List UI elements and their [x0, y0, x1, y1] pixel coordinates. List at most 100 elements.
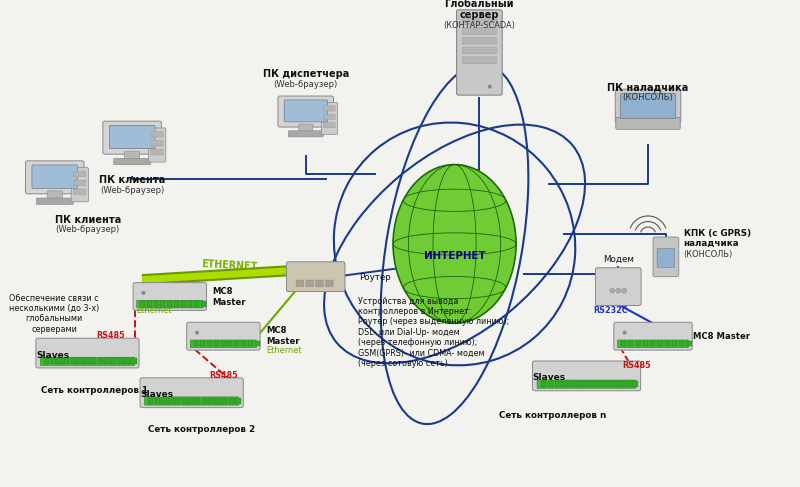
Bar	[590, 381, 596, 387]
FancyBboxPatch shape	[296, 280, 304, 287]
Text: Slaves: Slaves	[140, 390, 173, 399]
Bar	[248, 341, 253, 346]
FancyBboxPatch shape	[616, 117, 680, 130]
FancyBboxPatch shape	[36, 198, 74, 205]
FancyBboxPatch shape	[615, 89, 681, 123]
Text: ИНТЕРНЕТ: ИНТЕРНЕТ	[424, 251, 486, 261]
Bar	[140, 301, 145, 306]
Bar	[104, 358, 110, 364]
Text: Обеспечение связи с
несколькими (до 3-х)
глобальными
серверами: Обеспечение связи с несколькими (до 3-х)…	[9, 294, 99, 334]
Bar	[229, 398, 234, 404]
Bar	[58, 358, 62, 364]
Bar	[548, 381, 554, 387]
Text: RS485: RS485	[622, 361, 650, 370]
Bar	[167, 301, 172, 306]
Text: Модем: Модем	[603, 255, 634, 264]
FancyBboxPatch shape	[286, 262, 345, 292]
Text: RS485: RS485	[96, 331, 125, 340]
FancyBboxPatch shape	[657, 248, 674, 267]
FancyBboxPatch shape	[150, 141, 163, 146]
FancyBboxPatch shape	[190, 340, 257, 348]
Text: Master: Master	[213, 298, 246, 306]
Bar	[201, 301, 206, 306]
Bar	[618, 381, 624, 387]
Bar	[188, 398, 194, 404]
Bar	[626, 381, 631, 387]
Bar	[78, 358, 83, 364]
Bar	[162, 398, 167, 404]
FancyBboxPatch shape	[278, 96, 334, 127]
Text: Ethernet: Ethernet	[266, 346, 302, 355]
Bar	[658, 341, 662, 346]
Bar	[635, 341, 641, 346]
Bar	[111, 358, 117, 364]
Text: ПК клиента: ПК клиента	[99, 175, 166, 186]
Bar	[148, 398, 154, 404]
FancyBboxPatch shape	[74, 180, 86, 186]
Text: наладчика: наладчика	[684, 239, 739, 248]
FancyBboxPatch shape	[186, 322, 260, 350]
FancyBboxPatch shape	[137, 300, 203, 308]
Bar	[174, 301, 178, 306]
FancyBboxPatch shape	[462, 18, 497, 24]
FancyBboxPatch shape	[614, 322, 692, 350]
Bar	[118, 358, 123, 364]
Text: Устройства для вывода
контроллеров в Интернет:
Роутер (через выделенную линию);
: Устройства для вывода контроллеров в Инт…	[358, 297, 510, 368]
Bar	[194, 341, 198, 346]
Text: Slaves: Slaves	[532, 374, 565, 382]
Text: (Web-браузер): (Web-браузер)	[100, 187, 164, 195]
Bar	[562, 381, 567, 387]
Bar	[679, 341, 685, 346]
FancyBboxPatch shape	[462, 37, 497, 44]
FancyBboxPatch shape	[74, 189, 86, 195]
FancyBboxPatch shape	[618, 340, 689, 348]
Bar	[187, 301, 192, 306]
Text: ПК наладчика: ПК наладчика	[607, 82, 689, 92]
Circle shape	[142, 291, 146, 295]
Bar	[70, 358, 76, 364]
FancyBboxPatch shape	[103, 121, 162, 154]
FancyBboxPatch shape	[110, 125, 155, 149]
Bar	[643, 341, 648, 346]
Bar	[64, 358, 70, 364]
Bar	[202, 398, 207, 404]
FancyBboxPatch shape	[653, 237, 678, 277]
Text: Сеть контроллеров 2: Сеть контроллеров 2	[148, 426, 255, 434]
Bar	[621, 341, 626, 346]
Ellipse shape	[393, 165, 516, 323]
Bar	[234, 341, 239, 346]
Text: RS232C: RS232C	[593, 306, 628, 316]
Bar	[181, 301, 186, 306]
Bar	[168, 398, 174, 404]
Bar	[597, 381, 603, 387]
FancyBboxPatch shape	[150, 131, 163, 137]
Bar	[175, 398, 180, 404]
Bar	[50, 358, 56, 364]
FancyBboxPatch shape	[306, 280, 314, 287]
FancyBboxPatch shape	[621, 94, 675, 118]
Text: Роутер: Роутер	[359, 273, 391, 281]
FancyBboxPatch shape	[316, 280, 323, 287]
Text: (КОНСОЛЬ): (КОНСОЛЬ)	[684, 250, 733, 259]
Circle shape	[610, 288, 614, 293]
FancyBboxPatch shape	[149, 128, 166, 162]
Bar	[215, 398, 221, 404]
Circle shape	[622, 288, 626, 293]
FancyBboxPatch shape	[595, 268, 641, 305]
Bar	[611, 381, 617, 387]
Bar	[576, 381, 582, 387]
Text: Сеть контроллеров n: Сеть контроллеров n	[499, 411, 606, 420]
FancyBboxPatch shape	[537, 380, 636, 388]
Bar	[221, 341, 226, 346]
FancyBboxPatch shape	[462, 28, 497, 34]
Bar	[146, 301, 152, 306]
FancyBboxPatch shape	[323, 114, 335, 119]
Bar	[569, 381, 574, 387]
Text: MC8 Master: MC8 Master	[693, 332, 750, 341]
FancyBboxPatch shape	[323, 106, 335, 111]
FancyBboxPatch shape	[114, 158, 150, 165]
Bar	[554, 381, 561, 387]
Text: (Web-браузер): (Web-браузер)	[274, 80, 338, 89]
Bar	[160, 301, 166, 306]
Bar	[214, 341, 218, 346]
